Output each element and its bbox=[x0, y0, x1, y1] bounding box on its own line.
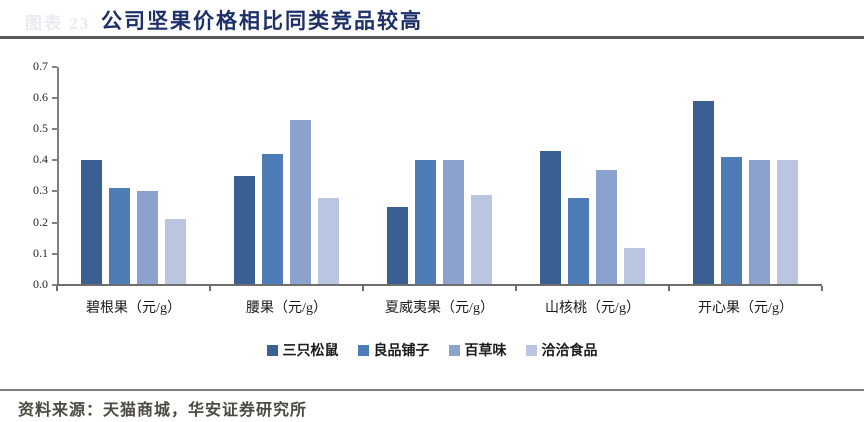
y-tick-label: 0.2 bbox=[33, 214, 48, 229]
title-divider bbox=[0, 36, 864, 39]
chart-legend: 三只松鼠 良品铺子 百草味 洽洽食品 bbox=[0, 340, 864, 360]
x-category-label: 碧根果（元/g） bbox=[86, 301, 181, 316]
bar-洽洽食品-3 bbox=[624, 247, 645, 285]
y-axis-tick bbox=[52, 252, 57, 255]
bar-洽洽食品-1 bbox=[318, 197, 339, 285]
footer-divider bbox=[0, 389, 864, 391]
legend-swatch-icon bbox=[266, 344, 278, 356]
bar-良品铺子-1 bbox=[262, 153, 283, 285]
y-axis-tick bbox=[52, 128, 57, 130]
bar-洽洽食品-2 bbox=[471, 194, 492, 285]
legend-item: 良品铺子 bbox=[357, 340, 430, 360]
x-axis-tick bbox=[56, 286, 58, 291]
bar-chart: 0.0 0.1 0.2 0.3 0.4 0.5 0.6 0.7 碧根果（元/g） 腰果（元/g） 夏… bbox=[33, 58, 823, 316]
bar-三只松鼠-1 bbox=[234, 175, 255, 285]
legend-swatch-icon bbox=[525, 344, 537, 356]
x-category-label: 夏威夷果（元/g） bbox=[385, 301, 494, 316]
bar-三只松鼠-2 bbox=[387, 207, 408, 285]
x-axis-tick bbox=[821, 286, 823, 291]
legend-swatch-icon bbox=[357, 344, 369, 356]
legend-label: 百草味 bbox=[464, 344, 507, 359]
y-axis bbox=[57, 66, 59, 285]
y-tick-label: 0.6 bbox=[33, 89, 48, 104]
y-axis-tick bbox=[52, 284, 57, 286]
y-axis-tick bbox=[52, 96, 57, 99]
bar-三只松鼠-0 bbox=[81, 160, 102, 285]
legend-item: 百草味 bbox=[448, 340, 507, 360]
bar-良品铺子-0 bbox=[109, 188, 130, 285]
legend-label: 三只松鼠 bbox=[282, 344, 339, 359]
x-axis-tick bbox=[209, 286, 211, 291]
legend-swatch-icon bbox=[448, 344, 460, 356]
x-axis-tick bbox=[515, 286, 517, 291]
bar-百草味-2 bbox=[443, 160, 464, 285]
x-axis-tick bbox=[668, 286, 670, 291]
bar-百草味-3 bbox=[596, 169, 617, 285]
y-axis-tick bbox=[52, 159, 57, 162]
bar-三只松鼠-4 bbox=[693, 100, 714, 285]
x-axis bbox=[57, 284, 822, 286]
y-tick-label: 0.3 bbox=[33, 183, 48, 198]
bar-良品铺子-3 bbox=[568, 197, 589, 285]
figure-tag: 图表 23 bbox=[25, 14, 91, 33]
y-tick-label: 0.4 bbox=[33, 152, 48, 167]
page-title: 公司坚果价格相比同类竞品较高 bbox=[101, 9, 423, 33]
bar-三只松鼠-3 bbox=[540, 150, 561, 285]
y-axis-tick bbox=[52, 190, 57, 193]
x-category-label: 山核桃（元/g） bbox=[545, 301, 640, 316]
y-axis-tick bbox=[52, 65, 57, 68]
bar-洽洽食品-0 bbox=[165, 219, 186, 285]
bar-洽洽食品-4 bbox=[777, 160, 798, 285]
source-note: 资料来源：天猫商城，华安证券研究所 bbox=[18, 402, 308, 419]
y-tick-label: 0.5 bbox=[33, 121, 48, 135]
x-category-label: 开心果（元/g） bbox=[698, 301, 793, 316]
bar-百草味-4 bbox=[749, 160, 770, 285]
bar-良品铺子-4 bbox=[721, 157, 742, 285]
y-tick-label: 0.7 bbox=[33, 58, 48, 73]
bar-百草味-0 bbox=[137, 191, 158, 285]
legend-item: 三只松鼠 bbox=[266, 340, 339, 360]
x-category-label: 腰果（元/g） bbox=[246, 301, 327, 316]
y-tick-label: 0.0 bbox=[33, 277, 48, 291]
legend-label: 良品铺子 bbox=[373, 344, 430, 359]
y-axis-tick bbox=[52, 221, 57, 224]
bar-百草味-1 bbox=[290, 119, 311, 285]
legend-item: 洽洽食品 bbox=[525, 340, 598, 360]
bar-良品铺子-2 bbox=[415, 160, 436, 285]
x-axis-tick bbox=[362, 286, 364, 291]
legend-label: 洽洽食品 bbox=[541, 344, 598, 359]
y-tick-label: 0.1 bbox=[33, 245, 48, 260]
